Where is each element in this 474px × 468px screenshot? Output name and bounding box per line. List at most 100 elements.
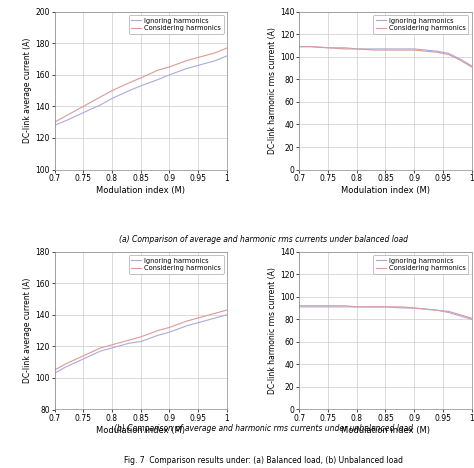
- Considering harmonics: [98, 345, 103, 351]
- Ignoring harmonics: [296, 304, 302, 310]
- Considering harmonics: [308, 44, 314, 50]
- Text: (a) Comparison of average and harmonic rms currents under balanced load: (a) Comparison of average and harmonic r…: [118, 235, 408, 244]
- Ignoring harmonics: [383, 304, 388, 310]
- Ignoring harmonics: [434, 307, 440, 313]
- Ignoring harmonics: [98, 102, 103, 108]
- Ignoring harmonics: [63, 118, 69, 124]
- Legend: Ignoring harmonics, Considering harmonics: Ignoring harmonics, Considering harmonic…: [128, 15, 224, 34]
- Legend: Ignoring harmonics, Considering harmonics: Ignoring harmonics, Considering harmonic…: [374, 255, 468, 274]
- Line: Considering harmonics: Considering harmonics: [299, 306, 472, 318]
- Ignoring harmonics: [371, 46, 377, 52]
- Ignoring harmonics: [98, 348, 103, 354]
- Considering harmonics: [354, 46, 360, 52]
- Considering harmonics: [469, 315, 474, 321]
- Considering harmonics: [371, 304, 377, 310]
- Ignoring harmonics: [411, 46, 417, 52]
- Considering harmonics: [184, 58, 190, 64]
- Line: Ignoring harmonics: Ignoring harmonics: [299, 307, 472, 319]
- Line: Considering harmonics: Considering harmonics: [55, 310, 227, 370]
- Considering harmonics: [325, 45, 331, 51]
- X-axis label: Modulation index (M): Modulation index (M): [96, 426, 185, 435]
- Line: Ignoring harmonics: Ignoring harmonics: [299, 47, 472, 66]
- Considering harmonics: [296, 303, 302, 308]
- Considering harmonics: [383, 304, 388, 310]
- Ignoring harmonics: [296, 44, 302, 50]
- Ignoring harmonics: [308, 44, 314, 50]
- Considering harmonics: [457, 58, 463, 63]
- Ignoring harmonics: [184, 66, 190, 71]
- Text: Fig. 7  Comparison results under: (a) Balanced load, (b) Unbalanced load: Fig. 7 Comparison results under: (a) Bal…: [124, 456, 402, 465]
- Considering harmonics: [195, 315, 201, 321]
- Ignoring harmonics: [411, 305, 417, 311]
- Ignoring harmonics: [155, 332, 161, 338]
- Considering harmonics: [400, 304, 406, 310]
- Ignoring harmonics: [434, 48, 440, 54]
- Considering harmonics: [224, 45, 230, 51]
- Ignoring harmonics: [195, 63, 201, 68]
- Line: Ignoring harmonics: Ignoring harmonics: [55, 315, 227, 373]
- Considering harmonics: [81, 103, 86, 109]
- Y-axis label: DC-link harmonic rms current (A): DC-link harmonic rms current (A): [268, 267, 277, 394]
- Text: (b) Comparison of average and harmonic rms currents under unbalanced load: (b) Comparison of average and harmonic r…: [114, 424, 412, 432]
- Ignoring harmonics: [325, 45, 331, 51]
- Considering harmonics: [469, 64, 474, 70]
- Considering harmonics: [127, 80, 132, 86]
- Considering harmonics: [446, 52, 452, 58]
- Considering harmonics: [212, 310, 218, 316]
- Line: Considering harmonics: Considering harmonics: [299, 47, 472, 67]
- Considering harmonics: [383, 47, 388, 53]
- Line: Considering harmonics: Considering harmonics: [55, 48, 227, 122]
- Considering harmonics: [63, 113, 69, 119]
- Considering harmonics: [63, 361, 69, 366]
- Considering harmonics: [166, 325, 172, 330]
- X-axis label: Modulation index (M): Modulation index (M): [341, 186, 430, 195]
- Ignoring harmonics: [81, 356, 86, 362]
- Considering harmonics: [138, 334, 144, 340]
- Considering harmonics: [155, 67, 161, 73]
- Considering harmonics: [423, 48, 428, 54]
- Ignoring harmonics: [63, 364, 69, 370]
- Considering harmonics: [127, 337, 132, 343]
- Considering harmonics: [98, 94, 103, 100]
- Considering harmonics: [212, 50, 218, 56]
- Y-axis label: DC-link harmonic rms current (A): DC-link harmonic rms current (A): [268, 27, 277, 154]
- Ignoring harmonics: [423, 47, 428, 53]
- Ignoring harmonics: [138, 339, 144, 344]
- Ignoring harmonics: [212, 315, 218, 321]
- Considering harmonics: [457, 312, 463, 318]
- Considering harmonics: [308, 303, 314, 308]
- Considering harmonics: [52, 367, 57, 373]
- Ignoring harmonics: [371, 304, 377, 310]
- Ignoring harmonics: [354, 304, 360, 310]
- Ignoring harmonics: [457, 56, 463, 62]
- Ignoring harmonics: [155, 77, 161, 82]
- Considering harmonics: [371, 47, 377, 53]
- X-axis label: Modulation index (M): Modulation index (M): [96, 186, 185, 195]
- Ignoring harmonics: [400, 46, 406, 52]
- Ignoring harmonics: [400, 305, 406, 311]
- Ignoring harmonics: [127, 340, 132, 346]
- Considering harmonics: [109, 342, 115, 348]
- Considering harmonics: [296, 44, 302, 50]
- Ignoring harmonics: [469, 63, 474, 69]
- Legend: Ignoring harmonics, Considering harmonics: Ignoring harmonics, Considering harmonic…: [128, 255, 224, 274]
- Y-axis label: DC-link average current (A): DC-link average current (A): [23, 278, 32, 383]
- Considering harmonics: [446, 308, 452, 314]
- Ignoring harmonics: [109, 96, 115, 102]
- Ignoring harmonics: [423, 307, 428, 312]
- Ignoring harmonics: [166, 72, 172, 78]
- Ignoring harmonics: [446, 310, 452, 315]
- Considering harmonics: [325, 303, 331, 308]
- Considering harmonics: [400, 47, 406, 53]
- Considering harmonics: [434, 307, 440, 313]
- Considering harmonics: [342, 303, 348, 308]
- Considering harmonics: [354, 304, 360, 310]
- Considering harmonics: [411, 47, 417, 53]
- Ignoring harmonics: [342, 45, 348, 51]
- Considering harmonics: [81, 353, 86, 358]
- Ignoring harmonics: [446, 51, 452, 56]
- Considering harmonics: [423, 307, 428, 312]
- Ignoring harmonics: [52, 123, 57, 128]
- Ignoring harmonics: [81, 110, 86, 116]
- Line: Ignoring harmonics: Ignoring harmonics: [55, 56, 227, 125]
